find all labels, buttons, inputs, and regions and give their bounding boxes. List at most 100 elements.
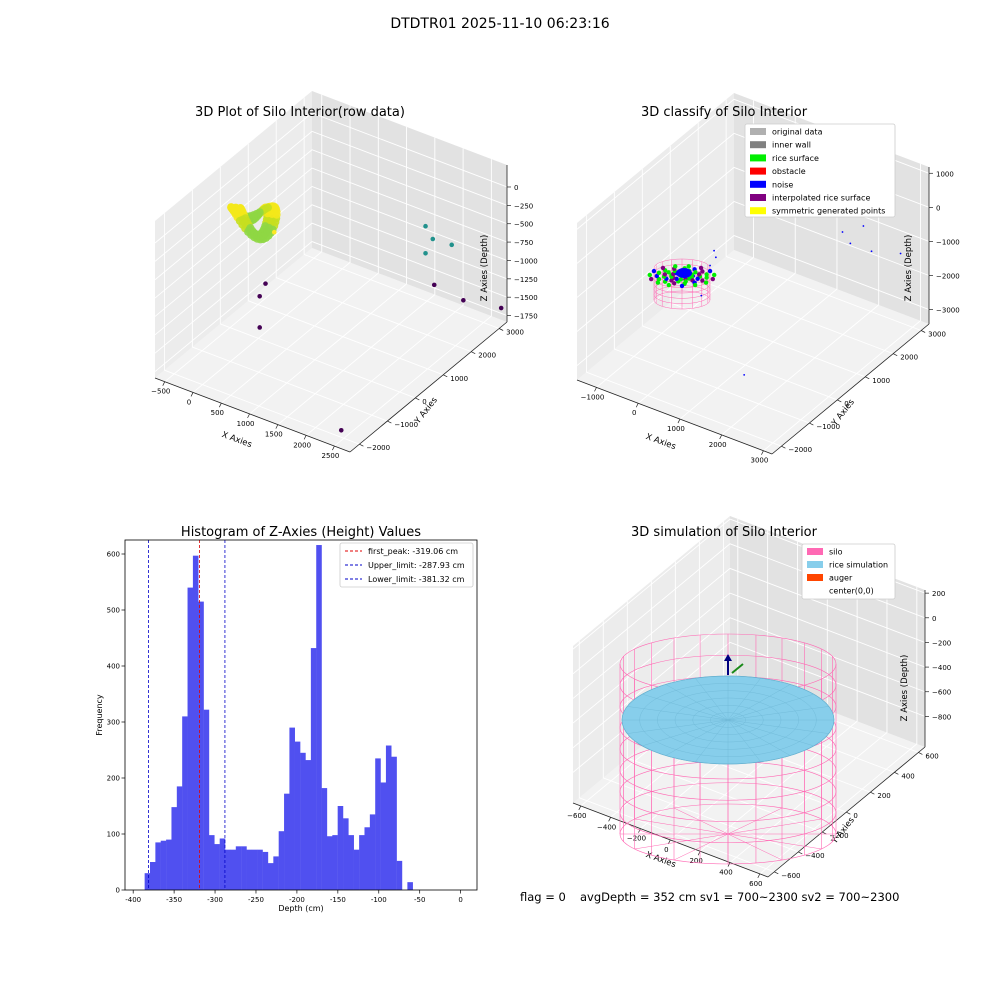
p3-bar: [326, 836, 333, 890]
p1-zgrid: [154, 149, 508, 281]
p3-bar: [192, 555, 199, 890]
p1-xgrid: [334, 159, 492, 447]
p2-legend-label: interpolated rice surface: [772, 194, 870, 203]
p2-ytick-label: −2000: [788, 446, 812, 454]
p2-surface-point: [700, 269, 705, 274]
p4-xtick-label: −200: [627, 835, 646, 843]
p4-zgrid: [572, 592, 926, 724]
p2-surface-point: [710, 276, 716, 282]
p1-xgrid: [277, 137, 436, 425]
p2-ytick: [837, 399, 842, 403]
p3-bar: [380, 782, 387, 890]
p3-bar: [219, 838, 226, 890]
p1-xtick-label: 1500: [265, 431, 283, 439]
p2-legend-swatch: [750, 167, 766, 175]
p4-rice-mesh-line: [695, 719, 729, 762]
p4-silo-floor-line: [727, 818, 822, 835]
p2-surface-point: [662, 272, 668, 277]
p1-xtick: [190, 392, 194, 397]
p3-bar: [375, 758, 381, 890]
p2-ztick-label: 0: [936, 204, 940, 212]
p2-surface-point: [703, 280, 709, 285]
p2-xtick: [761, 450, 764, 455]
p1-ztick-label: −750: [514, 239, 533, 247]
p4-ztick-label: 200: [932, 590, 945, 598]
p2-legend: [744, 123, 896, 218]
p3-bar: [343, 818, 349, 890]
p2-title: 3D classify of Silo Interior: [641, 105, 808, 120]
p1-ytick: [359, 443, 364, 447]
p2-surface-point: [660, 265, 666, 271]
p2-surface-point: [679, 283, 685, 289]
p4-rice-mesh-line: [727, 719, 761, 762]
p2-ztick-label: −3000: [936, 307, 960, 315]
p1-zgrid: [154, 204, 508, 336]
p1-data-point: [271, 229, 277, 235]
p4-ytick: [798, 851, 803, 855]
p4-rice-mesh-line: [727, 706, 829, 721]
p3-bar: [289, 727, 295, 890]
p2-surface-point: [707, 268, 713, 274]
p2-ztick-label: 1000: [936, 170, 954, 178]
p2-ytick: [893, 353, 898, 356]
p3-xtick-label: -400: [125, 896, 141, 904]
p1-xgrid: [221, 116, 379, 404]
p3-bar: [316, 545, 322, 890]
p3-xtick-label: -250: [248, 896, 264, 904]
p1-ytick-label: −1000: [394, 421, 418, 429]
p2-surface-point: [704, 272, 709, 277]
p3-xtick-label: 0: [458, 896, 462, 904]
p3-ytick-label: 400: [107, 663, 120, 671]
p4-xtick-label: −600: [567, 812, 586, 820]
panel-raw-data-3d: −500 0 500 1000 1500 2000 2500 −2000 −1000 0 1000 2…: [151, 91, 538, 460]
p2-noise-point: [714, 256, 717, 259]
p2-ygrid: [613, 192, 810, 424]
p1-zlabel: Z Axies (Depth): [480, 235, 490, 302]
p3-legend-label: first_peak: -319.06 cm: [368, 547, 458, 556]
p4-ytick-label: −200: [829, 832, 848, 840]
p4-silo-floor-line: [673, 833, 729, 861]
p1-ztick-label: 0: [514, 184, 518, 192]
p1-ygrid: [163, 213, 360, 445]
p4-legend-swatch: [807, 561, 823, 568]
p4-legend-label: center(0,0): [829, 587, 874, 596]
p4-zgrid: [572, 617, 926, 749]
p2-legend-label: obstacle: [772, 167, 806, 176]
p3-ytick-label: 600: [107, 551, 120, 559]
p1-xlabel: X Axies: [220, 430, 253, 450]
p3-bar: [176, 786, 183, 890]
p1-data-point: [461, 297, 466, 303]
p1-xtick: [162, 381, 166, 386]
p3-bar: [225, 849, 231, 890]
p2-ygrid: [725, 99, 922, 331]
p3-plot-frame: [124, 539, 478, 891]
p1-ztick-label: −1250: [514, 276, 538, 284]
p4-rice-mesh-line: [727, 684, 791, 721]
p4-rice-mesh-line: [727, 719, 791, 756]
p3-bar: [208, 835, 215, 890]
p4-rice-mesh-line: [642, 693, 729, 721]
p2-xtick: [594, 387, 597, 392]
p2-ztick-label: −1000: [936, 238, 960, 246]
p4-silo-floor-line: [634, 818, 729, 835]
p3-ytick-label: 200: [107, 775, 120, 783]
p3-bar: [305, 760, 312, 890]
p4-ytick: [918, 752, 923, 755]
p1-zgrid: [154, 167, 508, 299]
p2-zlabel: Z Axies (Depth): [904, 235, 914, 302]
p3-xtick-label: -350: [166, 896, 182, 904]
p2-xtick: [677, 418, 681, 424]
p3-ylabel: Frequency: [95, 694, 104, 736]
p4-ytick-label: −400: [805, 852, 824, 860]
p3-xtick-label: -200: [289, 896, 305, 904]
p3-bar: [337, 806, 344, 890]
p3-bar: [155, 842, 161, 890]
p1-ytick: [471, 351, 476, 354]
p2-legend-label: original data: [772, 128, 823, 137]
p3-ytick-label: 100: [107, 831, 120, 839]
p4-xtick: [757, 873, 761, 879]
p4-ztick-label: −200: [932, 639, 951, 647]
p3-legend: [339, 542, 474, 588]
p2-pane-floor: [577, 250, 929, 454]
p1-data-point: [338, 428, 344, 433]
